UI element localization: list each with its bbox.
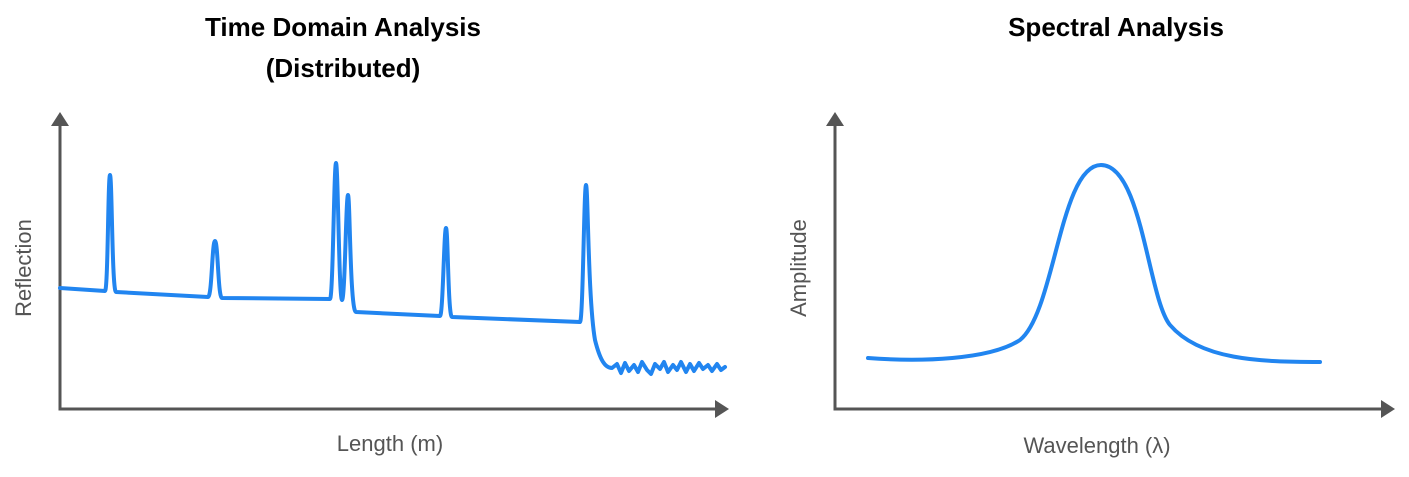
x-arrow	[1381, 400, 1395, 418]
y-arrow	[51, 112, 69, 126]
spectrum-curve	[866, 163, 1322, 364]
x-arrow	[715, 400, 729, 418]
x-axis-label: Wavelength (λ)	[1023, 433, 1170, 458]
reflection-trace	[58, 161, 727, 376]
panel-title: (Distributed)	[266, 53, 421, 83]
time-domain-panel: Time Domain Analysis (Distributed) Refle…	[11, 12, 729, 456]
y-axis-label: Amplitude	[786, 219, 811, 317]
y-axis-label: Reflection	[11, 219, 36, 317]
x-axis-label: Length (m)	[337, 431, 443, 456]
spectral-panel: Spectral Analysis Amplitude Wavelength (…	[786, 12, 1395, 458]
axes	[833, 118, 1384, 411]
panel-title: Time Domain Analysis	[205, 12, 481, 42]
axes	[58, 118, 718, 411]
panel-title: Spectral Analysis	[1008, 12, 1224, 42]
y-arrow	[826, 112, 844, 126]
